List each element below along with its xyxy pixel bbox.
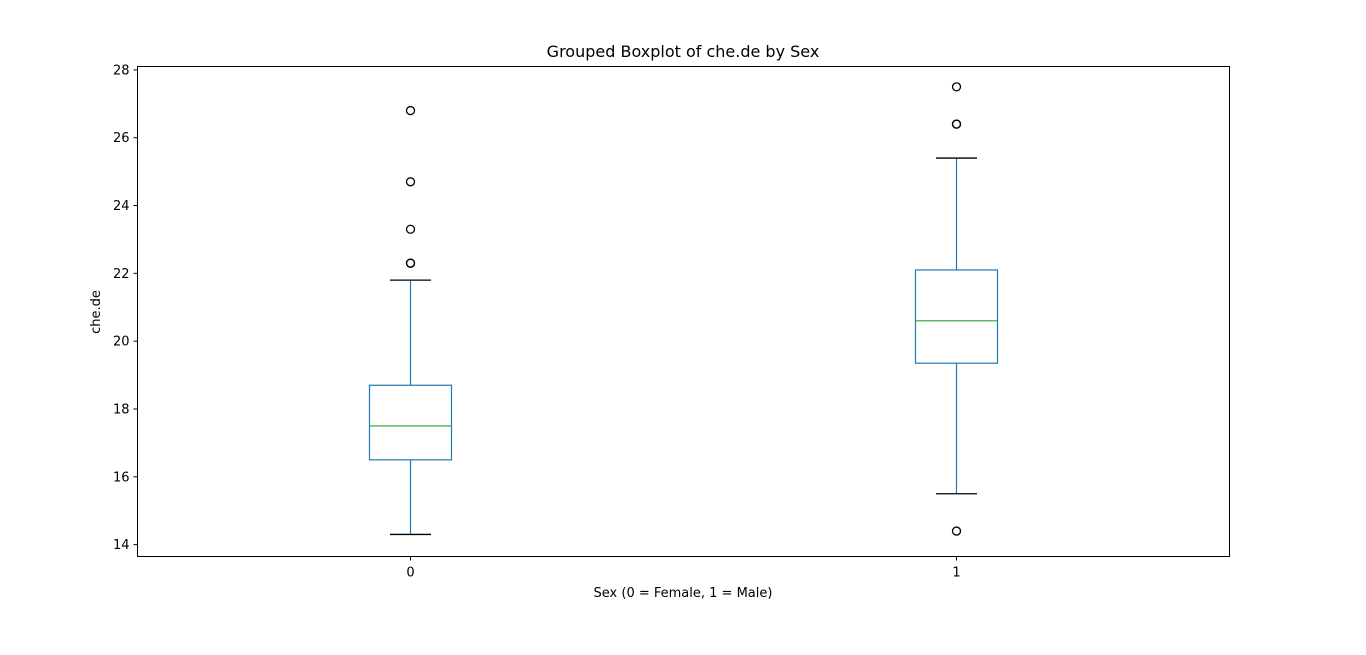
y-tick-label: 14 — [113, 538, 130, 553]
y-tick-label: 26 — [113, 131, 130, 146]
y-tick-label: 18 — [113, 402, 130, 417]
x-tick-label: 0 — [406, 566, 414, 581]
plot-frame — [137, 66, 1230, 557]
chart-title: Grouped Boxplot of che.de by Sex — [547, 42, 820, 61]
outlier-point — [405, 258, 416, 268]
x-axis-title: Sex (0 = Female, 1 = Male) — [594, 586, 773, 601]
y-tick-label: 22 — [113, 267, 130, 282]
outlier-point — [405, 224, 416, 234]
y-tick-label: 28 — [113, 63, 130, 78]
y-tick-label: 24 — [113, 199, 130, 214]
y-tick-label: 20 — [113, 335, 130, 350]
outlier-point — [405, 105, 416, 116]
plot-area: 14 16 18 20 22 24 26 28 0 1 — [113, 63, 1230, 581]
y-axis-title: che.de — [89, 290, 104, 334]
outlier-point — [405, 177, 416, 187]
outlier-point — [951, 119, 962, 129]
x-tick-label: 1 — [952, 566, 960, 581]
box — [914, 269, 999, 364]
y-tick-label: 16 — [113, 470, 130, 485]
box — [368, 384, 453, 461]
outlier-point — [951, 82, 962, 92]
outlier-point — [951, 526, 962, 536]
